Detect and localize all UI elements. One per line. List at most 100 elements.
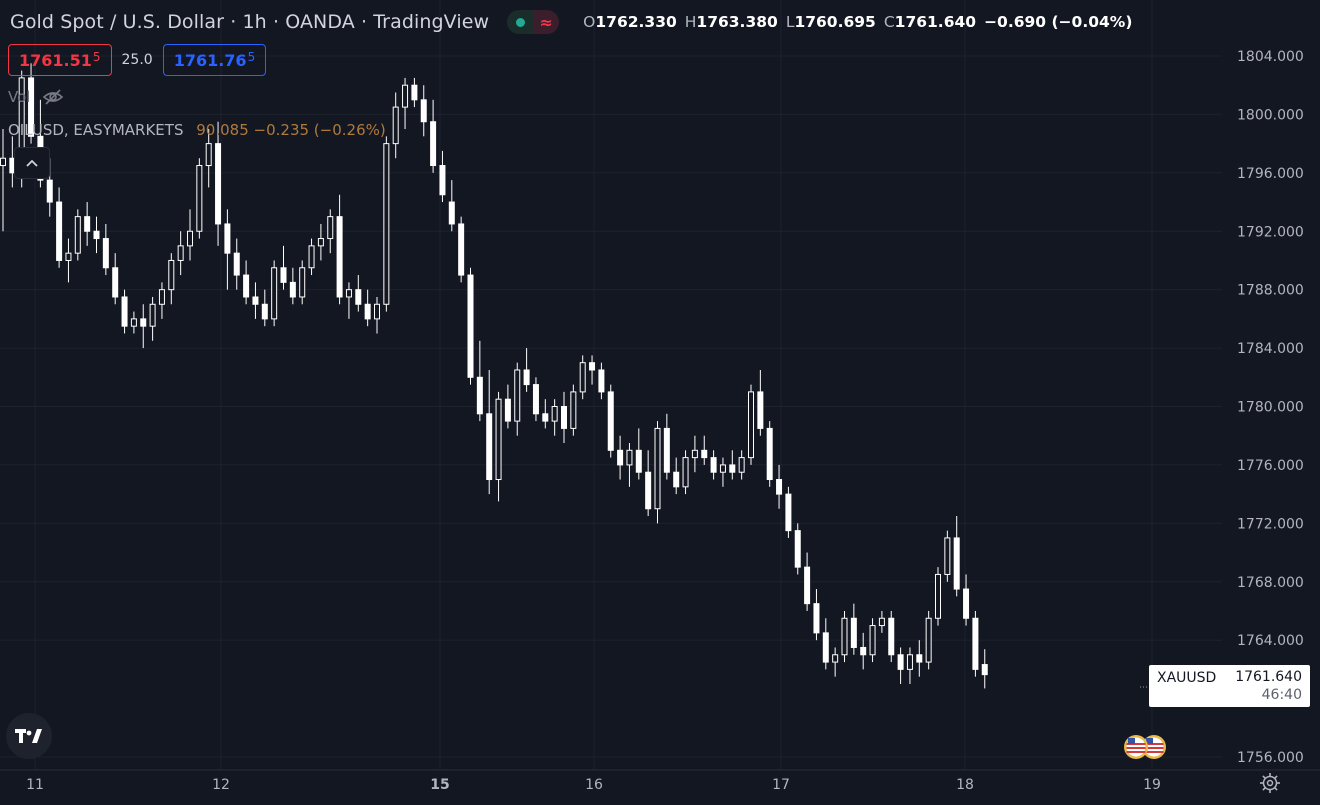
candle — [486, 369, 493, 495]
market-status[interactable]: ≈ — [507, 10, 560, 34]
candle — [140, 304, 147, 349]
y-tick-label: 1756.000 — [1237, 750, 1304, 766]
candle — [598, 362, 605, 400]
candle — [187, 209, 193, 261]
economic-events[interactable] — [1120, 733, 1170, 761]
candle — [495, 391, 502, 502]
us-flag-icon[interactable] — [1142, 735, 1166, 759]
compare-symbol-legend[interactable]: OILUSD, EASYMARKETS 90.085 −0.235 (−0.26… — [8, 121, 386, 139]
candle — [261, 289, 268, 327]
bar-countdown: 46:40 — [1261, 687, 1302, 703]
candle — [906, 647, 913, 684]
us-flag-icon[interactable] — [1124, 735, 1148, 759]
ohlc-readout: O1762.330 H1763.380 L1760.695 C1761.640 … — [583, 13, 1132, 31]
candles — [0, 63, 988, 689]
candle — [888, 610, 895, 663]
candle — [719, 457, 726, 487]
market-open-dot-icon — [515, 17, 525, 27]
y-tick-label: 1784.000 — [1237, 341, 1304, 357]
candle — [542, 399, 549, 429]
gear-icon[interactable] — [1258, 771, 1282, 795]
candle — [177, 231, 184, 276]
candle — [935, 567, 941, 626]
candle — [832, 647, 839, 677]
y-tick-label: 1780.000 — [1237, 400, 1304, 416]
candle — [74, 209, 81, 261]
candle — [439, 150, 446, 203]
chevron-up-icon — [26, 159, 38, 167]
candle — [514, 362, 521, 436]
y-tick-label: 1776.000 — [1237, 458, 1304, 474]
candle — [196, 158, 203, 239]
tradingview-logo[interactable] — [6, 713, 52, 759]
buy-price-pip: 5 — [247, 50, 256, 64]
x-tick-label: 11 — [26, 777, 44, 793]
wave-icon: ≈ — [533, 10, 560, 34]
candle — [243, 260, 250, 305]
candle — [757, 369, 764, 436]
candle — [411, 77, 418, 108]
candle — [953, 516, 960, 597]
candle — [682, 450, 689, 495]
candle — [364, 289, 371, 327]
time-axis[interactable]: 11 12 15 16 17 18 19 — [26, 777, 1161, 793]
y-tick-label: 1792.000 — [1237, 224, 1304, 240]
candle — [804, 552, 811, 611]
chart-header: Gold Spot / U.S. Dollar · 1h · OANDA · T… — [10, 9, 1132, 35]
low-label: L — [785, 13, 795, 31]
candle — [289, 267, 296, 305]
sell-price: 1761.51 — [19, 50, 92, 70]
candle — [84, 202, 91, 246]
candle — [65, 238, 72, 283]
candle — [504, 384, 511, 429]
candle — [701, 435, 708, 465]
candle — [589, 355, 596, 385]
volume-indicator[interactable]: Vol — [8, 87, 64, 107]
candle — [158, 282, 165, 319]
candle — [551, 399, 558, 436]
x-tick-label: 19 — [1143, 777, 1161, 793]
candle — [776, 464, 783, 509]
candle — [93, 216, 100, 254]
candle — [944, 530, 951, 582]
candle — [392, 92, 399, 159]
candle — [766, 421, 773, 487]
candle — [897, 647, 904, 684]
y-tick-label: 1804.000 — [1237, 49, 1304, 65]
sell-button[interactable]: 1761.51 5 — [8, 44, 112, 76]
open-value: 1762.330 — [595, 13, 677, 31]
candle — [925, 610, 932, 670]
collapse-legend-button[interactable] — [14, 147, 50, 179]
y-tick-label: 1796.000 — [1237, 166, 1304, 182]
change-value: −0.690 (−0.04%) — [984, 13, 1133, 31]
candle — [383, 136, 390, 312]
candle — [841, 610, 848, 663]
low-value: 1760.695 — [794, 13, 876, 31]
high-value: 1763.380 — [696, 13, 778, 31]
candle — [252, 282, 259, 319]
candle — [112, 253, 119, 305]
candle — [149, 296, 156, 341]
candle — [645, 450, 652, 517]
candle — [402, 77, 409, 130]
eye-crossed-icon[interactable] — [42, 87, 64, 107]
chart-title[interactable]: Gold Spot / U.S. Dollar · 1h · OANDA · T… — [10, 11, 490, 33]
price-axis[interactable]: 1756.000 1764.000 1768.000 1772.000 1776.000… — [1237, 49, 1304, 766]
candle — [822, 618, 829, 670]
candle — [121, 289, 128, 334]
buy-button[interactable]: 1761.76 5 — [162, 44, 267, 76]
open-label: O — [583, 13, 596, 31]
candle — [850, 603, 857, 655]
candle — [878, 610, 885, 633]
candle — [691, 435, 698, 473]
close-value: 1761.640 — [894, 13, 977, 31]
candle — [205, 129, 212, 188]
last-price-tag: XAUUSD 1761.640 46:40 — [1149, 665, 1310, 707]
x-tick-label: 15 — [430, 777, 449, 793]
candle — [345, 282, 352, 319]
compare-values: 90.085 −0.235 (−0.26%) — [196, 121, 386, 139]
candle — [532, 377, 539, 422]
candle — [654, 421, 661, 524]
candle — [663, 413, 670, 480]
